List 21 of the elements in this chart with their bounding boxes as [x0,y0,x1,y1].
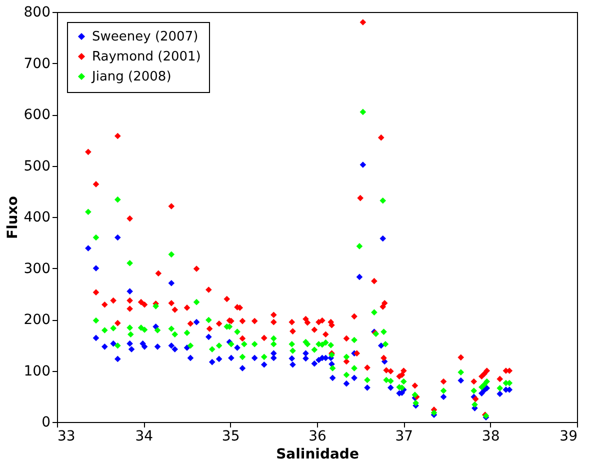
x-tick-label: 37 [395,428,414,444]
y-tick-label: 300 [24,260,50,277]
y-tick-label: 0 [42,414,50,430]
x-tick-label: 38 [482,428,500,444]
x-tick-label: 36 [308,428,326,444]
y-tick-label: 800 [24,4,50,20]
x-tick-label: 35 [222,428,240,444]
legend-label: Sweeney (2007) [92,30,198,44]
y-tick-label: 200 [24,312,50,328]
y-tick-label: 500 [24,158,50,174]
x-axis-title: Salinidade [276,446,359,462]
x-tick-label: 39 [560,428,578,444]
y-tick-label: 100 [24,363,50,380]
y-axis-title: Fluxo [4,196,21,239]
y-tick-label: 400 [24,210,50,226]
y-tick-label: 700 [24,56,50,72]
y-tick-label: 600 [24,107,50,123]
legend-label: Jiang (2008) [91,70,172,84]
legend-label: Raymond (2001) [92,50,201,64]
x-tick-label: 33 [58,428,76,444]
x-tick-label: 34 [135,428,154,444]
